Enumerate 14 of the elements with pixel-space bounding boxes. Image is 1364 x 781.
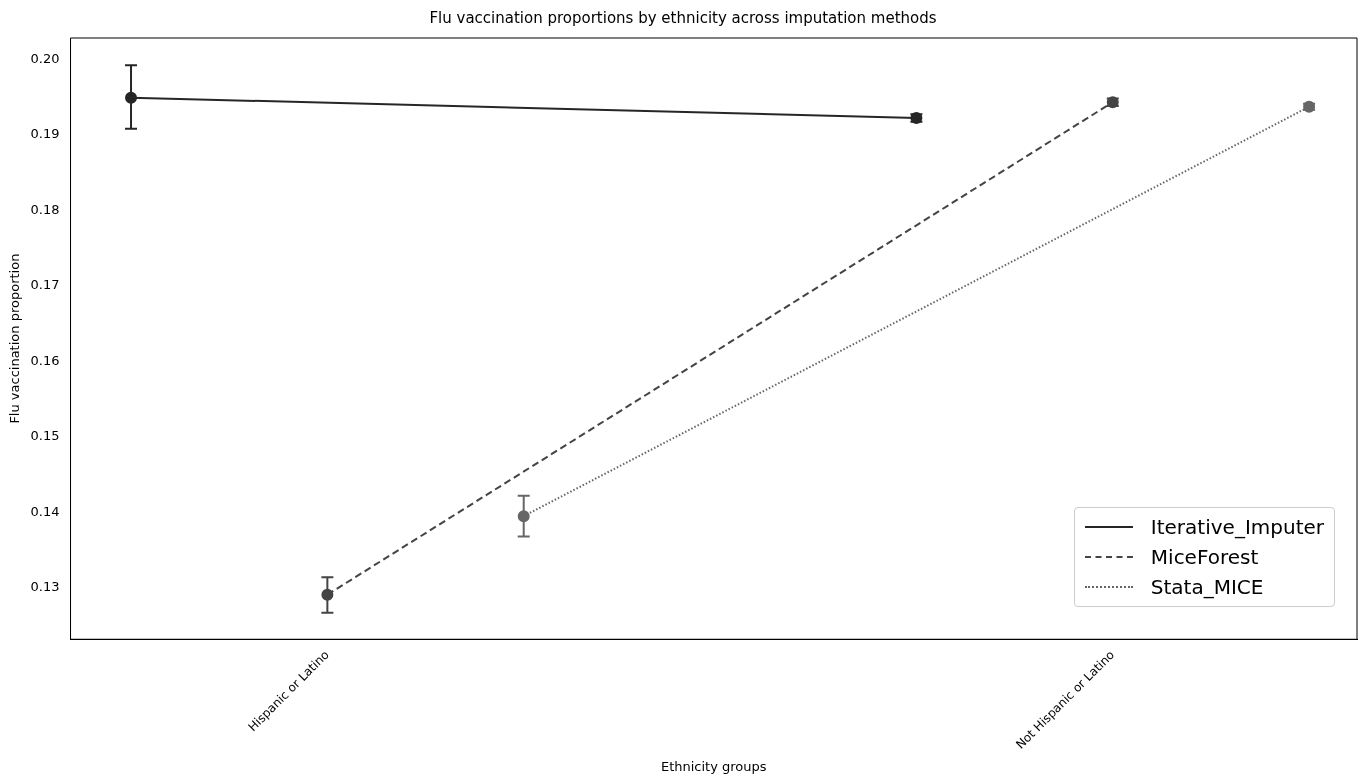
y-tick-label: 0.18 xyxy=(30,201,60,217)
y-tick-label: 0.17 xyxy=(30,277,60,293)
legend-label: Iterative_Imputer xyxy=(1150,515,1324,540)
legend-label: Stata_MICE xyxy=(1150,575,1264,600)
y-tick-label: 0.16 xyxy=(30,352,60,368)
x-axis-title: Ethnicity groups xyxy=(660,758,767,774)
y-tick-label: 0.15 xyxy=(30,428,60,444)
y-axis-title: Flu vaccination proportion xyxy=(7,253,23,424)
y-tick-label: 0.14 xyxy=(30,503,60,519)
y-tick-label: 0.20 xyxy=(30,50,60,66)
chart-title: Flu vaccination proportions by ethnicity across imputation methods xyxy=(429,8,937,27)
legend-label: MiceForest xyxy=(1150,545,1259,570)
y-tick-label: 0.19 xyxy=(30,126,60,142)
y-tick-label: 0.13 xyxy=(30,579,60,595)
